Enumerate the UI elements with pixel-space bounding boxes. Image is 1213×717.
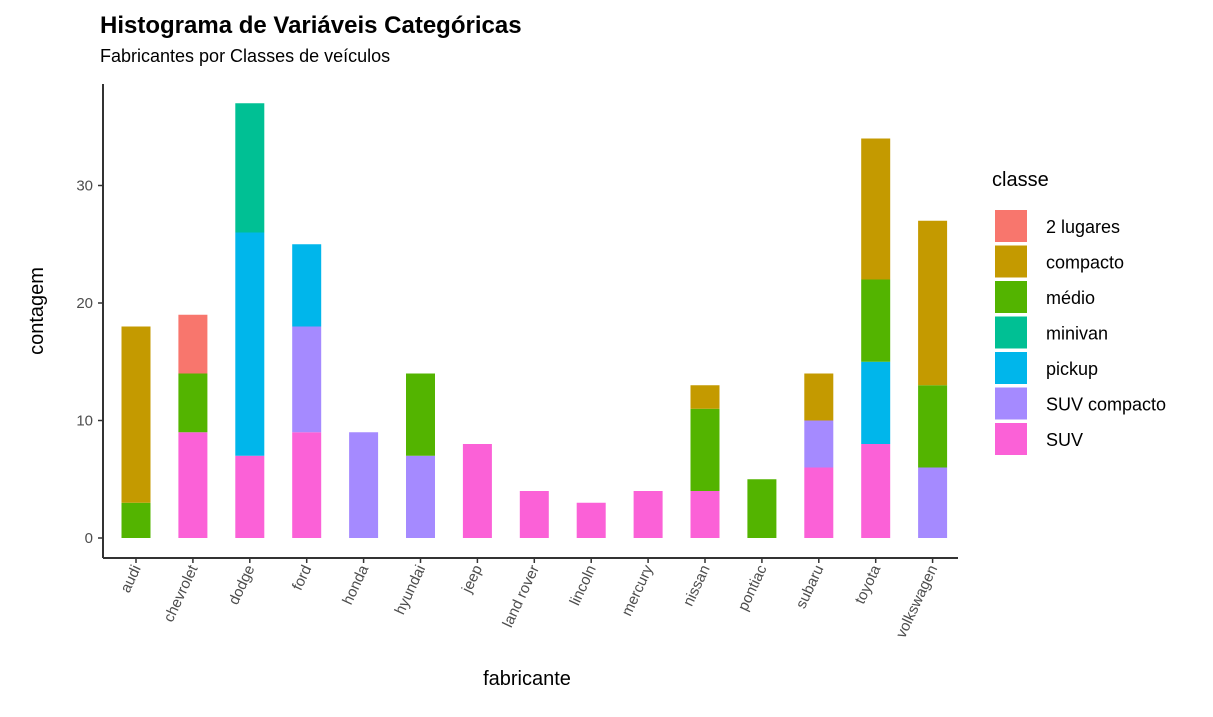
legend-swatch-minivan [995, 316, 1027, 349]
bar-segment-nissan-suv [690, 491, 720, 538]
y-ticks: 0 10 20 30 [76, 178, 103, 547]
x-ticks: audi chevrolet dodge ford honda hyundai jeep la… [117, 558, 941, 641]
x-tick-label-chevrolet: chevrolet [160, 562, 201, 625]
bar-segment-nissan-compacto [690, 385, 720, 409]
legend-label-suv: SUV [1046, 430, 1083, 450]
bar-segment-toyota-compacto [861, 138, 891, 280]
bar-segment-dodge-minivan [235, 103, 265, 233]
bar-segment-jeep-suv [462, 444, 492, 538]
bar-segment-chevrolet-medio [178, 373, 208, 433]
x-tick-label-hyundai: hyundai [392, 563, 430, 618]
bar-segment-honda-suv-compacto [349, 432, 379, 538]
bar-segment-ford-pickup [292, 244, 322, 327]
legend-swatch-pickup [995, 352, 1027, 384]
y-tick-label: 0 [85, 530, 93, 547]
x-tick-label-mercury: mercury [618, 562, 657, 619]
bar-segment-land-rover-suv [519, 491, 549, 538]
bar-segment-ford-suv [292, 432, 322, 538]
x-tick-label-nissan: nissan [680, 563, 714, 609]
bar-segment-subaru-suv-compacto [804, 420, 834, 468]
bar-segment-volkswagen-compacto [918, 220, 948, 386]
y-tick-label: 30 [76, 178, 93, 195]
legend-label-minivan: minivan [1046, 324, 1108, 344]
y-tick-label: 20 [76, 295, 93, 312]
bar-segment-dodge-pickup [235, 232, 265, 456]
bar-segment-chevrolet-suv [178, 432, 208, 538]
bar-segment-toyota-pickup [861, 361, 891, 444]
y-axis-title: contagem [26, 267, 48, 355]
bar-segment-audi-medio [121, 502, 151, 538]
x-tick-label-audi: audi [117, 563, 144, 596]
chart-title: Histograma de Variáveis Categóricas [100, 12, 522, 39]
bar-segment-chevrolet-2-lugares [178, 314, 208, 374]
bar-segment-hyundai-suv-compacto [406, 455, 435, 538]
x-tick-label-dodge: dodge [225, 563, 258, 608]
legend-swatch-medio [995, 281, 1027, 313]
legend-label-compacto: compacto [1046, 253, 1124, 273]
x-tick-label-subaru: subaru [793, 563, 828, 612]
bar-segment-subaru-compacto [804, 373, 834, 421]
bar-segment-audi-compacto [121, 326, 151, 503]
legend-label-2-lugares: 2 lugares [1046, 217, 1120, 237]
legend-title: classe [992, 169, 1049, 191]
bar-segment-lincoln-suv [576, 502, 606, 538]
bar-segment-hyundai-medio [406, 373, 435, 456]
bar-segment-subaru-suv [804, 467, 834, 538]
x-axis-title: fabricante [483, 668, 571, 690]
legend-label-suv-compacto: SUV compacto [1046, 395, 1166, 415]
bar-segment-pontiac-medio [747, 479, 777, 538]
x-tick-label-ford: ford [289, 563, 315, 594]
bar-segment-dodge-suv [235, 455, 265, 538]
bar-segment-toyota-suv [861, 444, 891, 538]
legend-swatch-2-lugares [995, 210, 1027, 242]
legend-label-medio: médio [1046, 288, 1095, 308]
x-tick-label-volkswagen: volkswagen [893, 563, 942, 641]
x-tick-label-honda: honda [339, 562, 372, 608]
bar-segment-volkswagen-suv-compacto [918, 467, 948, 538]
x-tick-label-lincoln: lincoln [566, 563, 599, 609]
x-tick-label-toyota: toyota [852, 562, 885, 607]
bar-segment-volkswagen-medio [918, 385, 948, 468]
legend-swatch-suv-compacto [995, 387, 1027, 420]
legend-swatch-compacto [995, 245, 1027, 278]
x-tick-label-jeep: jeep [458, 563, 486, 597]
legend: classe 2 lugares compacto médio minivan pick… [992, 169, 1166, 455]
x-tick-label-land-rover: land rover [499, 563, 543, 631]
chart-subtitle: Fabricantes por Classes de veículos [100, 46, 391, 66]
x-tick-label-pontiac: pontiac [735, 562, 771, 613]
bar-segment-toyota-medio [861, 279, 891, 362]
bar-segment-mercury-suv [633, 491, 663, 538]
y-tick-label: 10 [76, 413, 93, 430]
bar-segment-ford-suv-compacto [292, 326, 322, 433]
legend-swatch-suv [995, 423, 1027, 455]
legend-label-pickup: pickup [1046, 359, 1098, 379]
bars-layer [121, 103, 948, 538]
bar-segment-nissan-medio [690, 408, 720, 491]
